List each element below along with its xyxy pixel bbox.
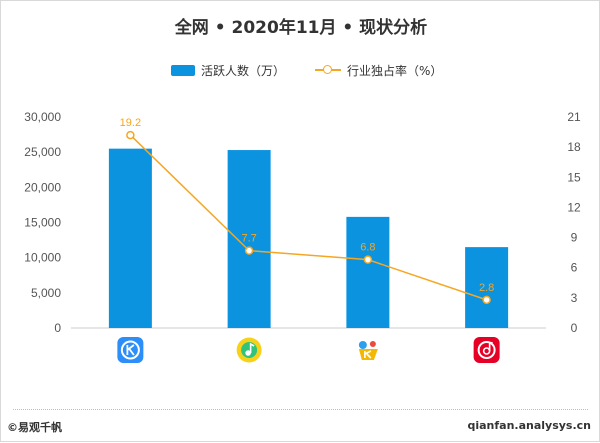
y-left-tick-label: 15,000 xyxy=(24,216,61,230)
bar-4 xyxy=(465,247,509,328)
share-rate-data-label: 7.7 xyxy=(241,233,256,245)
y-right-tick-label: 9 xyxy=(571,231,578,245)
kugou-app-icon xyxy=(117,337,144,363)
share-rate-point-4 xyxy=(482,295,491,305)
kuwo-music-app-icon xyxy=(354,337,381,363)
bar-2 xyxy=(227,150,271,328)
share-rate-point-1 xyxy=(126,130,135,140)
legend-line-swatch xyxy=(315,64,342,76)
y-right-tick-label: 3 xyxy=(571,291,578,305)
y-right-tick-label: 18 xyxy=(567,140,581,154)
chart-title: 全网 • 2020年11月 • 现状分析 xyxy=(174,18,428,38)
y-left-tick-label: 10,000 xyxy=(24,251,61,265)
share-rate-line xyxy=(129,134,487,301)
share-rate-data-label: 2.8 xyxy=(479,282,494,294)
legend-label-active-users: 活跃人数（万） xyxy=(201,63,286,78)
y-left-tick-label: 25,000 xyxy=(24,145,61,159)
footer-divider xyxy=(13,409,588,410)
share-rate-point-2 xyxy=(244,246,254,255)
y-left-tick-label: 30,000 xyxy=(24,110,61,124)
share-rate-data-label: 19.2 xyxy=(120,117,141,129)
share-rate-data-label: 6.8 xyxy=(360,242,375,254)
y-right-tick-label: 21 xyxy=(567,110,581,124)
bar-3 xyxy=(346,216,390,328)
y-right-tick-label: 15 xyxy=(567,170,581,184)
share-rate-point-3 xyxy=(363,255,373,264)
legend-item-active-users[interactable]: 活跃人数（万） xyxy=(171,62,285,79)
y-left-tick-label: 5,000 xyxy=(31,286,61,300)
y-right-tick-label: 6 xyxy=(571,261,578,275)
footer-url[interactable]: qianfan.analysys.cn xyxy=(467,419,591,432)
y-right-tick-label: 12 xyxy=(567,200,581,214)
y-left-tick-label: 20,000 xyxy=(24,180,61,194)
qq-music-app-icon xyxy=(236,337,262,363)
y-left-tick-label: 0 xyxy=(54,321,61,335)
netease-cloud-music-app-icon xyxy=(473,337,500,363)
y-right-tick-label: 0 xyxy=(571,321,578,335)
legend: 活跃人数（万） 行业独占率（%） xyxy=(171,61,442,79)
footer-source: ©易观千帆 xyxy=(7,421,62,434)
legend-bar-swatch xyxy=(171,64,195,76)
legend-item-share-rate[interactable]: 行业独占率（%） xyxy=(315,62,442,79)
legend-label-share-rate: 行业独占率（%） xyxy=(347,63,443,78)
bar-1 xyxy=(108,148,152,328)
